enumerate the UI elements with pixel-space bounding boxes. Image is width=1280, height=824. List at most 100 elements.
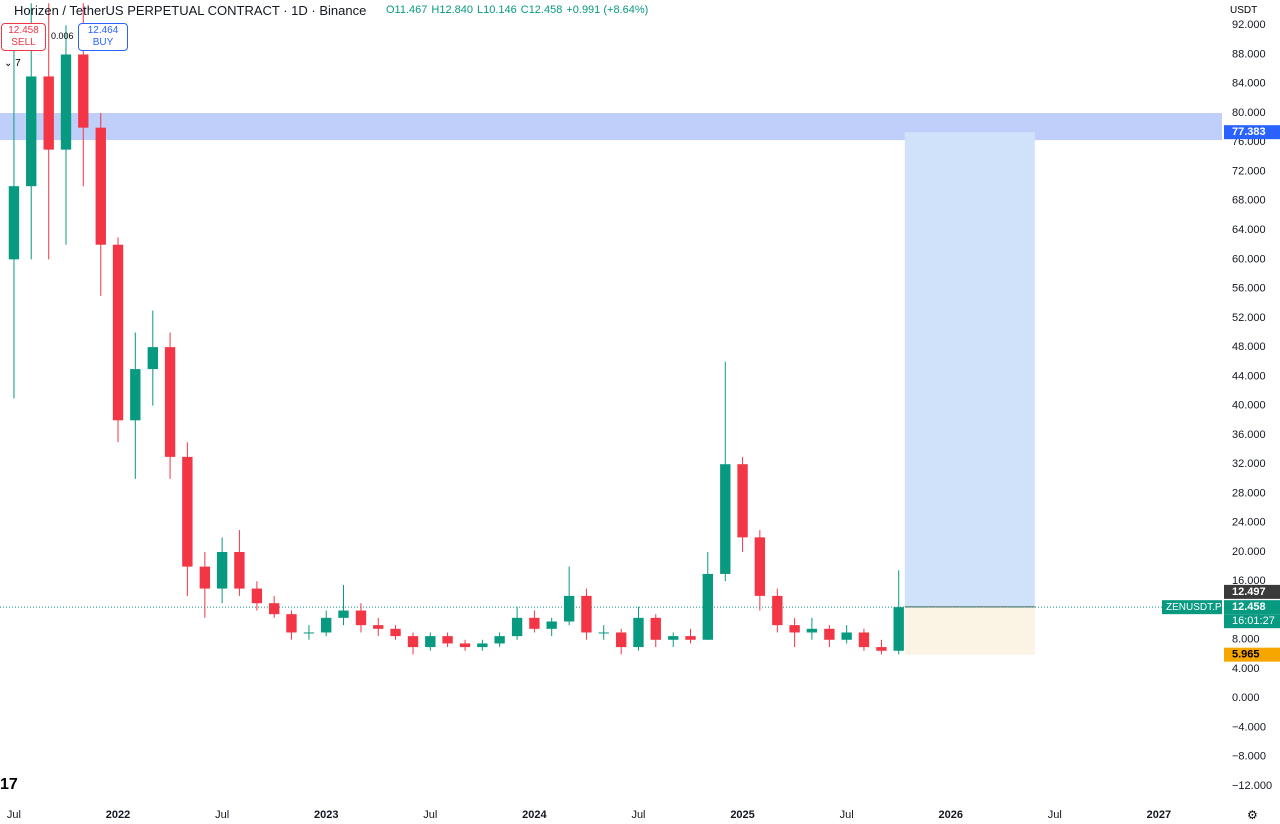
target-tag: 77.383 bbox=[1232, 126, 1266, 138]
y-tick-label: 84.000 bbox=[1232, 78, 1266, 90]
y-tick-label: 16.000 bbox=[1232, 575, 1266, 587]
y-tick-label: 4.000 bbox=[1232, 663, 1260, 675]
candle-body bbox=[43, 76, 54, 150]
x-tick-label: 2022 bbox=[106, 809, 130, 821]
candle-body bbox=[477, 643, 488, 648]
candle-body bbox=[164, 347, 176, 457]
candle-body bbox=[355, 610, 367, 626]
candle-body bbox=[789, 625, 800, 633]
candle-body bbox=[268, 603, 280, 615]
spread: 0.006 bbox=[51, 31, 74, 41]
candle-body bbox=[425, 636, 436, 648]
y-tick-label: 60.000 bbox=[1232, 253, 1266, 265]
candle-body bbox=[720, 464, 731, 574]
stop-tag-bg bbox=[1224, 647, 1280, 662]
y-tick-label: 28.000 bbox=[1232, 487, 1266, 499]
candle-body bbox=[581, 595, 592, 633]
candle-body bbox=[841, 632, 852, 640]
y-tick-label: 80.000 bbox=[1232, 107, 1266, 119]
candle-body bbox=[147, 347, 158, 370]
logo: 17 bbox=[0, 776, 18, 793]
x-tick-label: Jul bbox=[423, 809, 437, 821]
high: H12.840 bbox=[431, 4, 473, 16]
y-tick-label: 64.000 bbox=[1232, 224, 1266, 236]
y-tick-label: −4.000 bbox=[1232, 721, 1266, 733]
candle-body bbox=[754, 537, 766, 596]
candle-body bbox=[112, 244, 124, 421]
candle-body bbox=[216, 551, 228, 589]
candle-body bbox=[234, 551, 245, 589]
candle-body bbox=[321, 617, 332, 633]
candle-body bbox=[668, 636, 679, 640]
buy-label: BUY bbox=[92, 37, 114, 48]
x-tick-label: Jul bbox=[7, 809, 21, 821]
x-tick-label: 2027 bbox=[1147, 809, 1171, 821]
candle-body bbox=[60, 54, 72, 150]
countdown: 16:01:27 bbox=[1232, 615, 1275, 627]
y-tick-label: −12.000 bbox=[1232, 780, 1272, 792]
y-tick-label: 52.000 bbox=[1232, 312, 1266, 324]
y-tick-label: 72.000 bbox=[1232, 165, 1266, 177]
buy-button[interactable]: 12.464 BUY bbox=[78, 23, 128, 51]
last-price-tag: 12.458 bbox=[1232, 601, 1266, 613]
x-tick-label: 2023 bbox=[314, 809, 338, 821]
x-tick-label: 2025 bbox=[730, 809, 754, 821]
last-price-tag-bg bbox=[1224, 600, 1280, 615]
sell-button[interactable]: 12.458 SELL bbox=[1, 23, 46, 51]
change: +0.991 (+8.64%) bbox=[566, 4, 649, 16]
ohlc: O11.467 H12.840 L10.146 C12.458 +0.991 (+8.6… bbox=[386, 4, 652, 16]
countdown-bg bbox=[1224, 614, 1280, 629]
y-tick-label: 20.000 bbox=[1232, 546, 1266, 558]
y-tick-label: 36.000 bbox=[1232, 429, 1266, 441]
candle-body bbox=[633, 617, 644, 648]
x-tick-label: Jul bbox=[840, 809, 854, 821]
target-tag-bg bbox=[1224, 125, 1280, 140]
candle-body bbox=[286, 614, 297, 633]
candle-body bbox=[702, 573, 713, 640]
candle-body bbox=[893, 607, 904, 651]
candle-body bbox=[529, 617, 540, 629]
candle-body bbox=[182, 456, 193, 567]
candle-body bbox=[390, 628, 401, 637]
candle-body bbox=[685, 636, 696, 640]
sell-label: SELL bbox=[11, 37, 36, 48]
candle-body bbox=[78, 54, 89, 128]
open: O11.467 bbox=[386, 4, 428, 16]
symbol-title[interactable]: Horizen / TetherUS PERPETUAL CONTRACT · … bbox=[14, 3, 367, 18]
candle-body bbox=[616, 632, 627, 648]
y-tick-label: −8.000 bbox=[1232, 751, 1266, 763]
candle-body bbox=[373, 625, 384, 629]
y-tick-label: 92.000 bbox=[1232, 19, 1266, 31]
candle-body bbox=[876, 647, 887, 651]
profit-zone bbox=[904, 132, 1035, 607]
entry-tag: 12.497 bbox=[1232, 586, 1266, 598]
candle-body bbox=[8, 186, 20, 260]
candle-body bbox=[806, 628, 818, 633]
candle-body bbox=[95, 127, 106, 245]
x-tick-label: Jul bbox=[215, 809, 229, 821]
loss-zone bbox=[904, 606, 1035, 655]
y-tick-label: 40.000 bbox=[1232, 400, 1266, 412]
candle-body bbox=[303, 632, 315, 634]
symbol-tag: ZENUSDT.P bbox=[1166, 602, 1222, 613]
y-tick-label: 48.000 bbox=[1232, 341, 1266, 353]
currency[interactable]: USDT bbox=[1230, 5, 1258, 16]
settings-icon[interactable]: ⚙ bbox=[1247, 808, 1258, 822]
candle-body bbox=[511, 617, 523, 637]
indicator-count: 7 bbox=[15, 58, 21, 69]
candle-body bbox=[199, 566, 211, 589]
candle-body bbox=[650, 617, 661, 640]
low: L10.146 bbox=[476, 4, 517, 16]
candle-body bbox=[563, 595, 575, 622]
y-tick-label: 68.000 bbox=[1232, 195, 1266, 207]
candle-body bbox=[598, 632, 609, 634]
indicator-toggle[interactable]: ⌄ 7 bbox=[4, 58, 21, 69]
y-tick-label: 88.000 bbox=[1232, 48, 1266, 60]
y-tick-label: 8.000 bbox=[1232, 634, 1260, 646]
candle-body bbox=[858, 632, 870, 648]
resistance-zone bbox=[0, 113, 1222, 141]
candle-body bbox=[737, 464, 748, 538]
candle-body bbox=[338, 610, 349, 618]
y-tick-label: 76.000 bbox=[1232, 136, 1266, 148]
candle-body bbox=[824, 628, 835, 640]
